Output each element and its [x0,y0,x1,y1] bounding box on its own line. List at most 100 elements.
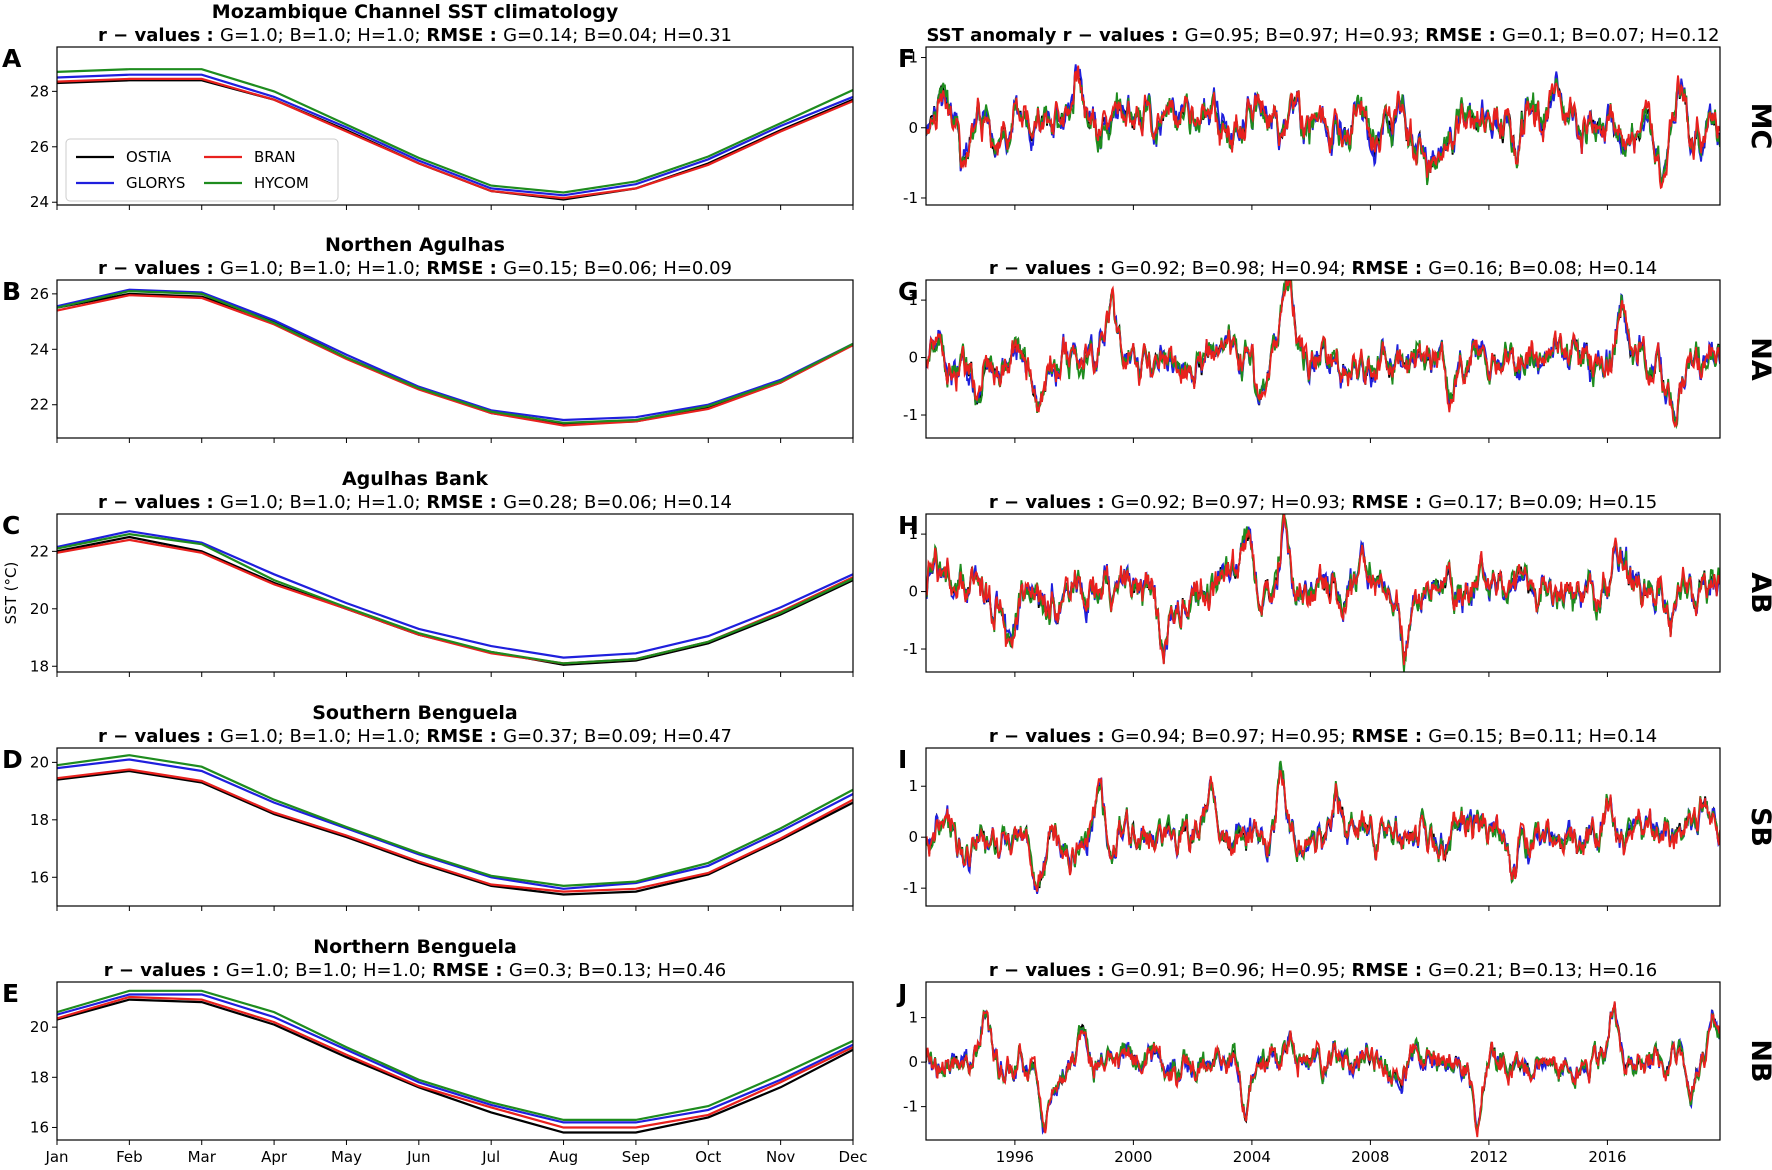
y-tick-label: 0 [908,119,918,137]
stat-label: r − values : [98,492,220,513]
stat-label: r − values : [989,258,1111,279]
x-tick-label: Nov [766,1148,795,1166]
stat-label: RMSE : [426,726,503,747]
panel-stats-G: r − values : G=0.92; B=0.98; H=0.94; RMS… [989,258,1657,279]
y-tick-label: 0 [908,349,918,367]
legend: OSTIA BRAN GLORYS HYCOM [65,138,339,202]
region-label: NA [1745,337,1772,381]
y-tick-label: 16 [30,868,49,886]
series-line-ostia [57,769,853,896]
y-tick-label: 28 [30,82,49,100]
panel-F: F SST anomaly r − values : G=0.95; B=0.97… [898,25,1772,210]
plot-frame [925,279,1721,439]
panel-title: Mozambique Channel SST climatology [212,1,619,23]
series-line-hycom [926,1007,1720,1132]
x-tick-label: Feb [116,1148,143,1166]
series-line-bran [57,77,853,200]
stat-value: G=0.17; B=0.09; H=0.15 [1428,492,1657,513]
x-tick-label: 1996 [996,1148,1034,1166]
legend-label-glorys: GLORYS [126,174,185,192]
series-line-hycom [57,989,853,1122]
series-line-bran [57,768,853,893]
plot-frame [56,747,854,907]
stat-label: r − values : [989,492,1111,513]
series-line-glorys [926,514,1720,665]
y-tick-label: 1 [908,777,918,795]
series-line-bran [57,538,853,665]
stat-value: G=1.0; B=1.0; H=1.0; [226,960,432,981]
series-line-hycom [57,289,853,424]
x-tick-label: 2008 [1351,1148,1389,1166]
panel-stats-J: r − values : G=0.91; B=0.96; H=0.95; RMS… [989,960,1657,981]
stat-value: G=0.15; B=0.11; H=0.14 [1428,726,1657,747]
panel-J: Jr − values : G=0.91; B=0.96; H=0.95; RM… [896,960,1772,1166]
stat-value: G=0.37; B=0.09; H=0.47 [503,726,732,747]
series-group [926,514,1720,672]
stat-value: G=1.0; B=1.0; H=1.0; [220,492,426,513]
stat-value: G=0.95; B=0.97; H=0.93; [1185,25,1426,46]
stat-label: RMSE : [426,492,503,513]
panel-stats-B: r − values : G=1.0; B=1.0; H=1.0; RMSE :… [98,258,732,279]
x-tick-label: 2012 [1470,1148,1508,1166]
x-tick-label: Oct [695,1148,721,1166]
stat-label: RMSE : [1425,25,1502,46]
panel-letter: A [2,44,22,73]
stat-value: G=0.15; B=0.06; H=0.09 [503,258,732,279]
y-tick-label: 0 [908,1053,918,1071]
stat-label: r − values : [989,960,1111,981]
series-line-ostia [57,535,853,666]
y-tick-label: -1 [903,189,918,207]
y-axis-label: SST (°C) [2,562,20,625]
x-tick-label: Mar [188,1148,217,1166]
panel-letter: D [2,745,23,774]
series-line-ostia [57,292,853,426]
stat-value: G=1.0; B=1.0; H=1.0; [220,726,426,747]
stat-value: G=0.1; B=0.07; H=0.12 [1502,25,1719,46]
stat-value: G=0.16; B=0.08; H=0.14 [1428,258,1657,279]
y-tick-label: 20 [30,600,49,618]
plot-frame [56,279,854,439]
x-tick-label: May [331,1148,362,1166]
series-group [57,530,853,666]
x-tick-label: Dec [838,1148,867,1166]
stat-label: RMSE : [426,258,503,279]
stat-label: r − values : [98,258,220,279]
plot-frame [925,46,1721,206]
panel-stats-D: r − values : G=1.0; B=1.0; H=1.0; RMSE :… [98,726,732,747]
panel-letter: J [896,979,907,1008]
series-group [926,64,1720,190]
series-line-glorys [57,758,853,890]
series-line-hycom [926,280,1720,430]
x-tick-label: Apr [261,1148,288,1166]
y-tick-label: 18 [30,657,49,675]
stat-label: RMSE : [1352,258,1429,279]
y-tick-label: 1 [908,1009,918,1027]
stat-label: SST anomaly r − values : [927,25,1185,46]
stat-value: G=0.92; B=0.98; H=0.94; [1111,258,1352,279]
stat-value: G=0.92; B=0.97; H=0.93; [1111,492,1352,513]
y-tick-label: 24 [30,193,49,211]
series-group [926,760,1720,894]
panel-title: Southern Benguela [312,702,518,724]
series-line-bran [57,294,853,427]
stat-value: G=0.3; B=0.13; H=0.46 [509,960,726,981]
x-tick-label: Jan [44,1148,68,1166]
x-tick-label: Jun [406,1148,430,1166]
series-line-bran [926,65,1720,190]
stat-value: G=0.21; B=0.13; H=0.16 [1428,960,1657,981]
stat-value: G=0.28; B=0.06; H=0.14 [503,492,732,513]
y-tick-label: 26 [30,285,49,303]
panel-letter: H [898,511,919,540]
series-line-glorys [926,1002,1720,1135]
series-line-glorys [57,993,853,1124]
series-line-bran [926,1001,1720,1138]
region-label: AB [1745,572,1772,613]
legend-label-ostia: OSTIA [126,148,172,166]
y-tick-label: 26 [30,138,49,156]
series-group [926,280,1720,430]
series-line-glorys [57,288,853,422]
x-tick-label: 2004 [1233,1148,1271,1166]
